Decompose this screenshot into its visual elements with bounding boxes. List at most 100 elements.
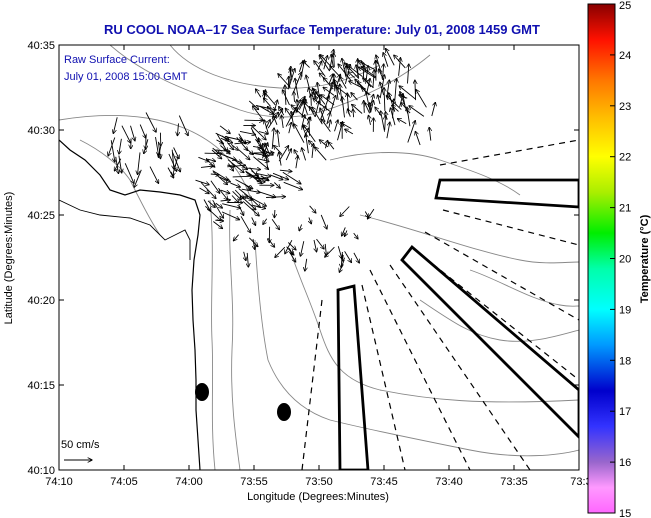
current-arrow (370, 103, 371, 112)
current-arrow (312, 107, 323, 125)
current-arrow (210, 180, 220, 194)
current-arrow (283, 181, 303, 189)
current-arrow (265, 120, 270, 129)
current-arrow (219, 176, 230, 182)
current-arrow (172, 152, 181, 172)
current-arrow (273, 182, 280, 189)
colorbar-tick-label: 24 (619, 50, 631, 62)
current-arrow (274, 145, 283, 155)
current-arrow (309, 217, 312, 224)
location-marker (277, 403, 291, 421)
current-arrow (264, 90, 266, 100)
current-arrow (278, 146, 289, 162)
current-arrow (281, 115, 283, 129)
current-arrow (329, 120, 331, 128)
contour-line (209, 199, 216, 470)
current-arrow (302, 148, 307, 161)
current-arrow (207, 200, 215, 208)
current-arrow (312, 143, 314, 158)
current-arrow (337, 246, 342, 258)
current-arrow (314, 61, 326, 77)
current-arrow (321, 119, 331, 132)
contour-line (419, 299, 579, 342)
current-arrow (317, 82, 321, 104)
current-arrow (309, 205, 316, 213)
current-arrow (215, 202, 223, 208)
current-arrow (378, 95, 380, 105)
current-arrow (313, 98, 331, 112)
colorbar-tick-label: 16 (619, 457, 631, 469)
current-arrow (342, 58, 347, 77)
current-arrow (221, 135, 229, 142)
current-arrow (309, 88, 312, 100)
current-arrow (395, 79, 397, 101)
current-arrow (299, 224, 302, 231)
current-arrow (272, 172, 289, 179)
current-arrow (394, 55, 406, 69)
dashed-line (389, 264, 531, 470)
channel-outlines (336, 178, 579, 470)
current-arrow (346, 64, 363, 77)
contour-line (254, 239, 579, 457)
current-arrow (285, 149, 291, 161)
coastline (59, 139, 201, 470)
current-arrow (407, 107, 411, 127)
current-arrow (323, 56, 328, 70)
current-arrow (240, 216, 251, 233)
current-arrow (285, 108, 296, 127)
current-vectors (108, 49, 435, 273)
contour-line (469, 269, 579, 307)
current-arrow (158, 144, 162, 158)
figure-title: RU COOL NOAA–17 Sea Surface Temperature:… (104, 22, 540, 37)
x-tick-label: 73:50 (305, 476, 333, 488)
current-arrow (335, 85, 351, 99)
current-arrow (323, 87, 335, 96)
y-tick-label: 40:25 (27, 210, 55, 222)
current-arrow (172, 149, 174, 170)
current-arrow (325, 140, 327, 149)
current-arrow (285, 85, 286, 105)
current-arrow (313, 92, 318, 99)
annotation-line-2: July 01, 2008 15:00 GMT (64, 71, 188, 83)
current-arrow (353, 252, 360, 263)
current-arrow (431, 102, 436, 117)
current-arrow (212, 170, 228, 181)
current-arrow (285, 239, 293, 254)
current-arrow (386, 49, 395, 66)
current-arrow (155, 137, 159, 155)
current-arrow (294, 92, 295, 102)
current-arrow (247, 252, 248, 267)
y-axis: 40:35 40:30 40:25 40:20 40:15 40:10 (27, 40, 579, 477)
colorbar-tick-label: 17 (619, 406, 631, 418)
current-arrow (263, 218, 268, 225)
current-arrow (379, 75, 384, 99)
current-arrow (119, 138, 122, 154)
dashed-line (361, 284, 406, 470)
current-arrow (282, 171, 301, 184)
current-arrow (373, 70, 374, 89)
current-arrow (124, 163, 134, 183)
current-arrow (231, 157, 248, 170)
current-arrow (167, 167, 174, 178)
current-arrow (353, 109, 354, 118)
current-arrow (198, 156, 209, 161)
current-arrow (244, 183, 251, 190)
channel-polygon (434, 178, 579, 209)
x-tick-label: 74:10 (45, 476, 73, 488)
current-arrow (224, 136, 243, 141)
current-arrow (319, 106, 326, 120)
current-arrow (328, 142, 335, 150)
current-arrow (269, 174, 283, 180)
current-arrow (212, 147, 220, 154)
location-marker (195, 383, 209, 401)
x-tick-label: 74:00 (175, 476, 203, 488)
current-arrow (294, 124, 305, 143)
current-arrow (415, 80, 416, 101)
current-arrow (231, 195, 239, 203)
current-arrow (254, 178, 265, 179)
current-arrow (298, 61, 303, 72)
x-axis-label: Longitude (Degrees:Minutes) (247, 491, 389, 503)
y-tick-label: 40:20 (27, 295, 55, 307)
current-arrow (173, 147, 180, 159)
bathymetry-contours (59, 45, 579, 470)
